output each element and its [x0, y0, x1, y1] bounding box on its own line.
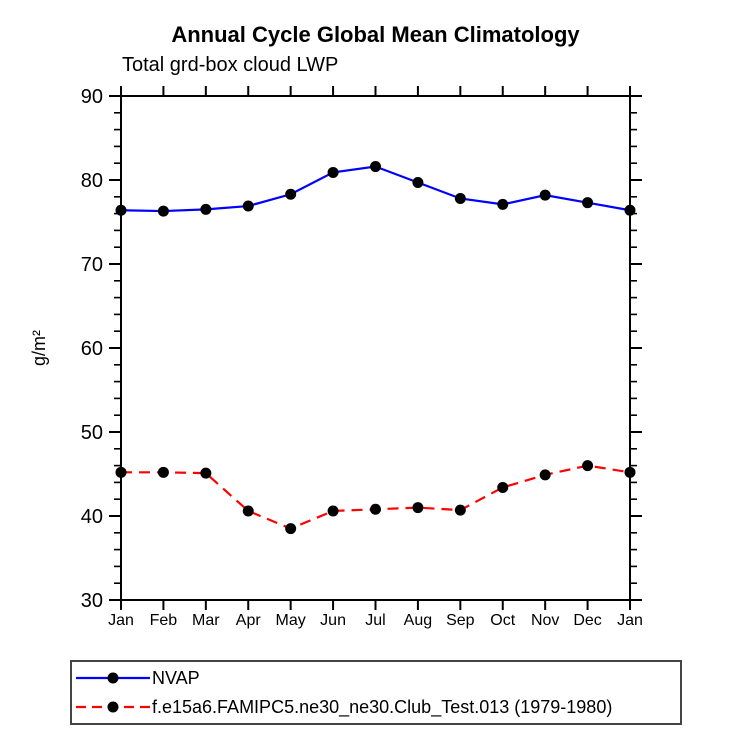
data-point — [497, 481, 509, 493]
y-axis-tick-label: 50 — [81, 422, 103, 444]
data-point — [327, 505, 339, 517]
y-axis-tick-label: 30 — [81, 590, 103, 612]
data-point — [285, 523, 297, 535]
data-point — [539, 469, 551, 481]
y-axis-title: g/m² — [29, 330, 49, 366]
legend: NVAP f.e15a6.FAMIPC5.ne30_ne30.Club_Test… — [70, 660, 682, 725]
data-point — [624, 204, 636, 216]
x-axis-tick-label: Dec — [573, 612, 601, 629]
data-point — [454, 192, 466, 204]
data-point — [115, 204, 127, 216]
legend-label-model: f.e15a6.FAMIPC5.ne30_ne30.Club_Test.013 … — [152, 697, 613, 717]
x-axis-tick-label: Aug — [404, 612, 432, 629]
chart-subtitle: Total grd-box cloud LWP — [122, 54, 339, 76]
chart-title: Annual Cycle Global Mean Climatology — [171, 22, 580, 47]
data-point — [412, 502, 424, 514]
x-axis-tick-label: Jun — [320, 612, 346, 629]
plot-area: 30 40 50 60 70 80 90 Jan Feb Mar Apr May Jun Jul Aug Se… — [29, 86, 643, 629]
data-point — [370, 503, 381, 515]
data-point — [242, 505, 254, 517]
legend-item-model: f.e15a6.FAMIPC5.ne30_ne30.Club_Test.013 … — [74, 694, 680, 720]
y-axis-tick-label: 70 — [81, 254, 103, 276]
x-axis-tick-label: Jan — [108, 612, 134, 629]
data-point — [115, 466, 127, 478]
data-point — [582, 197, 594, 209]
data-point — [157, 466, 169, 478]
data-point — [327, 166, 339, 178]
x-axis-tick-label: Nov — [531, 612, 559, 629]
x-axis-tick-label: Apr — [236, 612, 262, 629]
data-point — [370, 161, 381, 173]
y-axis-tick-label: 60 — [81, 338, 103, 360]
data-point — [200, 203, 212, 215]
y-axis-tick-label: 90 — [81, 86, 103, 108]
series-line-model — [121, 464, 631, 530]
series-line-observation — [120, 165, 631, 213]
data-point — [497, 198, 509, 210]
data-point — [285, 188, 297, 200]
x-axis-tick-label: Sep — [446, 612, 475, 629]
legend-item-observation: NVAP — [74, 665, 680, 691]
data-point — [624, 466, 636, 478]
data-point — [539, 189, 551, 201]
x-axis-tick-label: Jan — [617, 612, 643, 629]
data-point — [454, 504, 466, 516]
legend-marker-dot — [107, 701, 119, 713]
x-axis-tick-label: Oct — [490, 612, 515, 629]
legend-marker-dot — [107, 672, 119, 684]
x-axis-tick-label: Feb — [150, 612, 178, 629]
x-axis-tick-label: Mar — [192, 612, 220, 629]
legend-line-sample-solid — [76, 672, 150, 684]
legend-label-observation: NVAP — [152, 668, 200, 688]
data-point — [582, 460, 594, 472]
y-axis-tick-label: 40 — [81, 506, 103, 528]
data-point — [242, 200, 254, 212]
legend-line-sample-dashed — [76, 701, 150, 713]
x-axis-tick-label: May — [276, 612, 306, 629]
data-point — [200, 467, 212, 479]
x-axis-tick-label: Jul — [365, 612, 385, 629]
data-point — [157, 205, 169, 217]
y-axis-tick-label: 80 — [81, 170, 103, 192]
data-point — [412, 177, 424, 189]
